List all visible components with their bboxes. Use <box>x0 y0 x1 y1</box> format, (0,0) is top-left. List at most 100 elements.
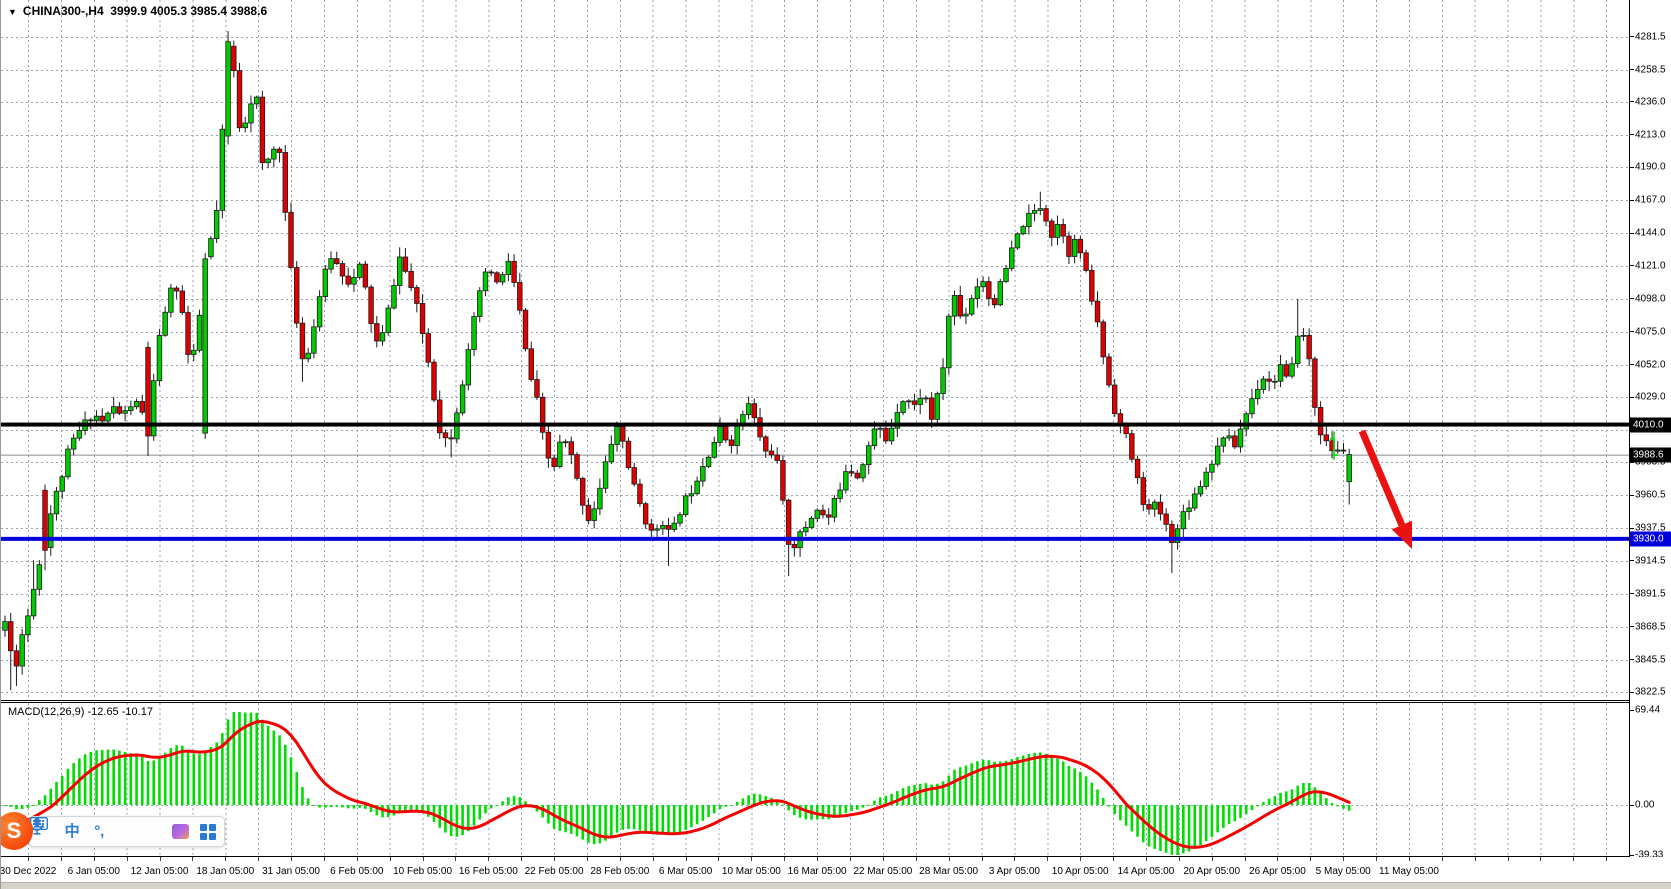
resistance-line[interactable] <box>1 422 1629 427</box>
time-tick <box>586 857 588 861</box>
candle-down <box>791 544 798 549</box>
ime-mic-icon[interactable] <box>30 817 137 843</box>
candle-down <box>820 509 826 516</box>
macd-histogram-bar <box>684 805 687 830</box>
macd-histogram-bar <box>175 745 178 805</box>
candle-up <box>1289 363 1295 377</box>
candle-up <box>168 287 174 313</box>
time-tick <box>981 857 983 861</box>
candle-down <box>534 379 540 398</box>
macd-histogram-bar <box>1250 805 1254 811</box>
ime-punctuation-icon[interactable]: °, <box>94 823 105 840</box>
candle-up <box>894 412 901 429</box>
candle-up <box>654 528 660 531</box>
price-chart-canvas[interactable] <box>1 0 1629 700</box>
price-tick-label: 4098.0 <box>1635 293 1666 305</box>
candle-up <box>499 274 506 283</box>
macd-histogram-bar <box>192 753 196 805</box>
macd-histogram-bar <box>610 805 613 837</box>
candle-up <box>900 401 906 413</box>
macd-histogram-bar <box>163 752 167 805</box>
candle-up <box>734 423 740 446</box>
candle-up <box>1300 334 1307 337</box>
macd-histogram-bar <box>575 805 579 837</box>
time-tick <box>554 857 556 861</box>
ime-skin-icon[interactable] <box>170 821 192 843</box>
time-tick <box>126 857 128 861</box>
candle-up <box>1214 445 1221 465</box>
macd-histogram-bar <box>1004 760 1008 805</box>
price-tick <box>1630 527 1634 529</box>
trend-arrow-head[interactable] <box>1391 520 1412 549</box>
candle-down <box>488 271 494 274</box>
macd-canvas[interactable] <box>1 703 1629 856</box>
time-axis-label: 6 Feb 05:00 <box>330 866 384 877</box>
candle-down <box>231 45 237 72</box>
candle-up <box>660 525 666 530</box>
candle-down <box>580 477 586 506</box>
support-line[interactable] <box>1 536 1629 541</box>
macd-histogram-bar <box>1284 791 1288 805</box>
candle-up <box>1220 437 1227 447</box>
price-tick <box>1630 298 1634 300</box>
candle-down <box>825 514 832 518</box>
candle-up <box>705 456 712 467</box>
time-axis-label: 22 Feb 05:00 <box>524 866 584 877</box>
macd-histogram-bar <box>1044 753 1048 805</box>
macd-histogram-bar <box>329 805 333 807</box>
time-tick <box>93 857 95 861</box>
symbol-dropdown-icon[interactable]: ▼ <box>8 7 17 17</box>
macd-histogram-bar <box>587 805 590 843</box>
macd-histogram-bar <box>467 805 470 832</box>
ime-chinese-mode-icon[interactable]: 中 <box>64 823 80 840</box>
time-axis[interactable]: 30 Dec 2022 6 Jan 05:00 12 Jan 05:00 18 Jan… <box>1 857 1671 882</box>
time-tick <box>1211 857 1213 861</box>
price-tick-label: 4236.0 <box>1635 96 1666 108</box>
macd-histogram-bar <box>1113 805 1116 814</box>
macd-histogram-bar <box>375 805 379 816</box>
candle-down <box>145 347 151 437</box>
time-axis-label: 11 May 05:00 <box>1379 866 1439 877</box>
ime-toolbox-icon[interactable] <box>197 821 219 843</box>
candle-down <box>345 275 351 285</box>
candle-up <box>837 489 843 499</box>
sogou-logo-icon[interactable]: S <box>1 812 33 850</box>
time-tick <box>652 857 654 861</box>
macd-histogram-bar <box>146 761 150 805</box>
candle-up <box>1254 389 1261 400</box>
time-tick <box>948 857 950 861</box>
macd-histogram-bar <box>1267 798 1271 805</box>
macd-histogram-bar <box>1279 792 1282 805</box>
candle-down <box>88 419 94 422</box>
macd-histogram-bar <box>964 765 968 805</box>
macd-histogram-bar <box>209 746 213 805</box>
macd-histogram-bar <box>615 805 619 833</box>
candle-down <box>99 415 105 422</box>
time-tick <box>225 857 227 861</box>
time-tick <box>1277 857 1279 861</box>
candle-up <box>1180 511 1187 530</box>
time-tick <box>1540 857 1542 861</box>
macd-pane[interactable] <box>1 702 1629 857</box>
macd-histogram-bar <box>781 804 785 806</box>
candle-down <box>179 290 186 313</box>
candle-up <box>110 406 117 414</box>
price-pane[interactable] <box>1 0 1629 701</box>
macd-histogram-bar <box>753 793 756 805</box>
macd-histogram-bar <box>60 775 64 805</box>
macd-histogram-bar <box>489 805 493 809</box>
ime-keyboard-icon[interactable] <box>30 817 165 843</box>
macd-histogram-bar <box>735 801 739 805</box>
candle-up <box>877 427 883 430</box>
candle-down <box>1094 300 1101 323</box>
macd-histogram-bar <box>844 805 848 814</box>
macd-histogram-bar <box>1244 805 1248 815</box>
macd-histogram-bar <box>998 761 1002 805</box>
price-tick <box>1630 199 1634 201</box>
candle-up <box>591 508 597 521</box>
trend-arrow-shaft[interactable] <box>1358 429 1406 527</box>
candle-down <box>288 211 294 268</box>
candle-down <box>276 148 283 153</box>
macd-histogram-bar <box>1262 802 1265 805</box>
macd-histogram-bar <box>38 800 41 805</box>
